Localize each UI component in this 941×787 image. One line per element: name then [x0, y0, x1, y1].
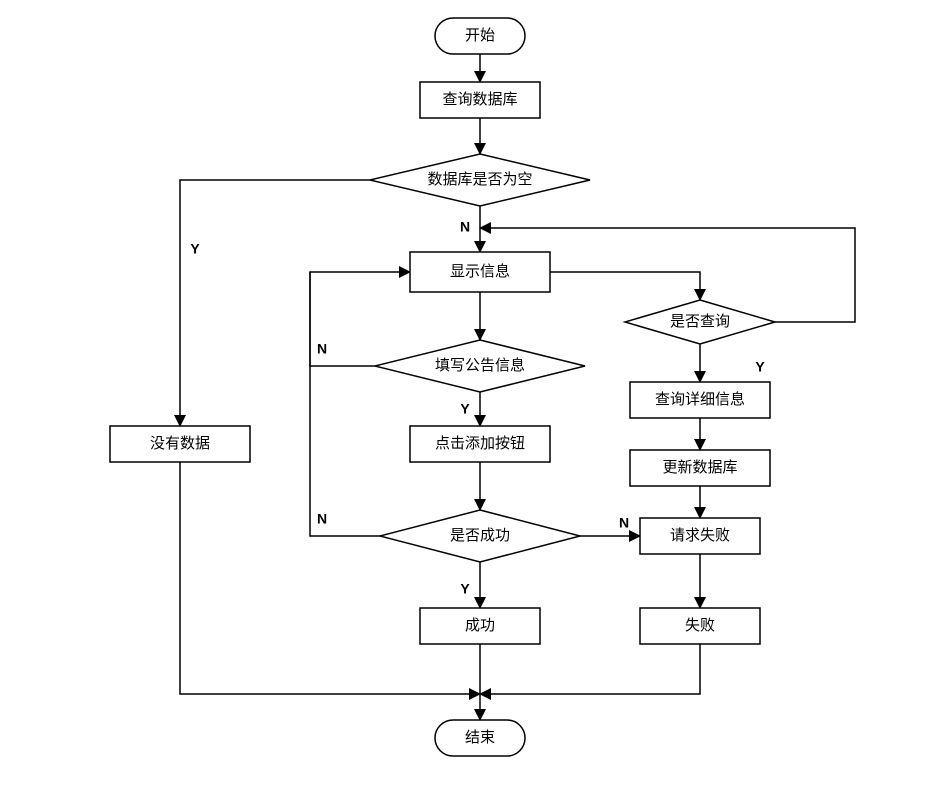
- node-label-click_add: 点击添加按钮: [435, 435, 525, 452]
- node-click_add: 点击添加按钮: [410, 426, 550, 462]
- node-query_db: 查询数据库: [420, 82, 540, 118]
- node-label-update_db: 更新数据库: [662, 459, 737, 476]
- edge-fail-end_join: [480, 644, 700, 694]
- node-is_success: 是否成功: [380, 510, 580, 562]
- node-label-is_query: 是否查询: [670, 313, 730, 330]
- edge-no_data-end_join2: [180, 462, 480, 694]
- node-req_fail: 请求失败: [640, 518, 760, 554]
- node-db_empty: 数据库是否为空: [370, 154, 590, 206]
- node-label-success: 成功: [465, 617, 495, 634]
- edge-label-is_success-req_fail: N: [619, 515, 629, 531]
- node-success: 成功: [420, 608, 540, 644]
- edge-label-db_empty-show_info: N: [460, 219, 470, 235]
- node-label-is_success: 是否成功: [450, 527, 510, 544]
- node-label-end: 结束: [465, 729, 495, 746]
- edge-db_empty-no_data: [180, 180, 370, 426]
- edge-label-is_query-query_detail: Y: [755, 359, 765, 375]
- node-label-db_empty: 数据库是否为空: [427, 171, 532, 188]
- node-end: 结束: [435, 720, 525, 756]
- node-show_info: 显示信息: [410, 252, 550, 292]
- node-label-fill_form: 填写公告信息: [435, 357, 525, 374]
- edge-label-fill_form-click_add: Y: [460, 401, 470, 417]
- node-label-start: 开始: [465, 27, 495, 44]
- node-update_db: 更新数据库: [630, 450, 770, 486]
- edge-label-fill_form-show_info_n: N: [317, 341, 327, 357]
- edge-label-is_success-show_info_n2: N: [317, 511, 327, 527]
- node-query_detail: 查询详细信息: [630, 382, 770, 418]
- node-label-fail: 失败: [685, 617, 715, 634]
- node-label-query_db: 查询数据库: [442, 91, 517, 108]
- node-fill_form: 填写公告信息: [375, 340, 585, 392]
- node-label-show_info: 显示信息: [450, 263, 510, 280]
- node-label-req_fail: 请求失败: [670, 527, 730, 544]
- node-is_query: 是否查询: [625, 300, 775, 344]
- edge-label-is_success-success: Y: [460, 581, 470, 597]
- node-label-query_detail: 查询详细信息: [655, 391, 745, 408]
- flowchart-canvas: 开始查询数据库数据库是否为空显示信息是否查询填写公告信息查询详细信息点击添加按钮…: [0, 0, 941, 787]
- node-label-no_data: 没有数据: [150, 435, 210, 452]
- edge-show_info-is_query: [550, 272, 700, 300]
- node-start: 开始: [435, 18, 525, 54]
- edge-label-db_empty-no_data: Y: [190, 241, 200, 257]
- node-fail: 失败: [640, 608, 760, 644]
- edge-is_success-show_info_n2: [310, 272, 380, 536]
- node-no_data: 没有数据: [110, 426, 250, 462]
